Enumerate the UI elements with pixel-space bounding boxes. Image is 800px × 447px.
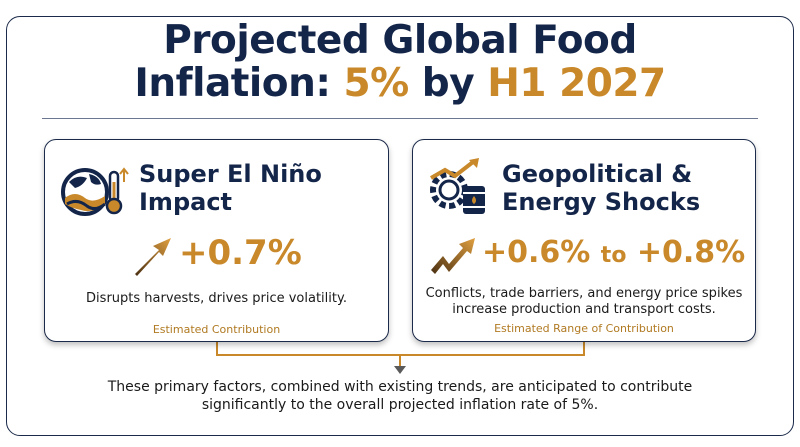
card-description: Conflicts, trade barriers, and energy pr…	[425, 286, 743, 317]
stat-low: +0.6%	[482, 235, 591, 270]
card-el-nino: Super El Niño Impact +0.7% Disrupts harve…	[44, 139, 389, 342]
summary-text: These primary factors, combined with exi…	[107, 379, 693, 413]
volatile-trend-arrow-icon	[431, 238, 475, 274]
stat-range: +0.6% to +0.8%	[482, 235, 745, 270]
trend-up-arrow-icon	[135, 238, 171, 276]
stat-to: to	[600, 243, 627, 268]
card-title: Geopolitical & Energy Shocks	[502, 160, 701, 216]
title-accent-percent: 5%	[343, 61, 410, 106]
card-caption: Estimated Range of Contribution	[494, 322, 674, 335]
stat-value: +0.7%	[179, 233, 302, 273]
card-geopolitical: Geopolitical & Energy Shocks +0.6% to +0.…	[412, 139, 756, 342]
page-title-line-2: Inflation: 5% by H1 2027	[0, 62, 800, 105]
title-divider	[42, 118, 758, 119]
card-caption: Estimated Contribution	[152, 323, 281, 336]
title-accent-period: H1 2027	[487, 61, 666, 106]
title-prefix: Inflation:	[134, 61, 344, 106]
card-description: Disrupts harvests, drives price volatili…	[86, 291, 347, 306]
title-mid: by	[408, 61, 488, 106]
card-title: Super El Niño Impact	[139, 160, 322, 216]
globe-wave-thermometer-icon	[61, 167, 129, 216]
gear-oil-barrel-trend-icon	[430, 158, 485, 214]
page-title-line-1: Projected Global Food	[163, 18, 637, 63]
stat-high: +0.8%	[636, 235, 746, 270]
